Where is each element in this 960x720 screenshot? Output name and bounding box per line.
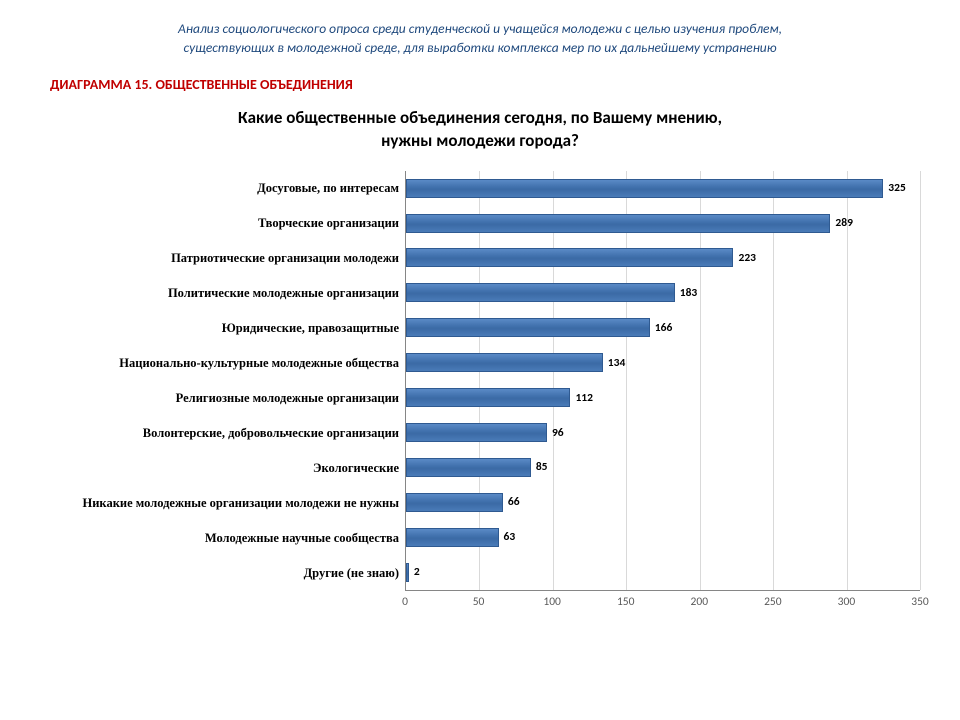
bar-slot: 183: [406, 275, 920, 310]
bar-slot: 223: [406, 241, 920, 276]
bar-value-label: 325: [888, 181, 906, 195]
page-header: Анализ социологического опроса среди сту…: [40, 20, 920, 58]
bar-slot: 289: [406, 206, 920, 241]
x-tick-label: 200: [691, 595, 709, 609]
bar: 66: [406, 493, 503, 512]
category-label: Никакие молодежные организации молодежи …: [50, 486, 405, 521]
bar-slot: 166: [406, 310, 920, 345]
bar: 289: [406, 214, 830, 233]
category-label: Волонтерские, добровольческие организаци…: [50, 416, 405, 451]
bar-slot: 134: [406, 345, 920, 380]
x-tick-label: 50: [473, 595, 485, 609]
bar-value-label: 66: [508, 495, 520, 509]
x-tick-label: 150: [617, 595, 635, 609]
chart-title: Какие общественные объединения сегодня, …: [40, 107, 920, 153]
header-line1: Анализ социологического опроса среди сту…: [178, 20, 782, 37]
x-tick-label: 100: [543, 595, 561, 609]
bar-value-label: 289: [835, 216, 853, 230]
bar-slot: 2: [406, 555, 920, 590]
category-label: Патриотические организации молодежи: [50, 241, 405, 276]
bar-slot: 325: [406, 171, 920, 206]
x-axis: 050100150200250300350: [405, 591, 920, 615]
plot-area: 325 289 223 183 166 134 112 96 85 66 63 2: [405, 171, 920, 591]
category-label: Экологические: [50, 451, 405, 486]
bar-value-label: 112: [575, 391, 593, 405]
bar-slot: 112: [406, 380, 920, 415]
bar-value-label: 63: [504, 530, 516, 544]
bar: 134: [406, 353, 603, 372]
bar-value-label: 223: [738, 251, 756, 265]
bar-value-label: 85: [536, 460, 548, 474]
x-tick-label: 0: [402, 595, 408, 609]
bar-value-label: 96: [552, 426, 564, 440]
category-label: Молодежные научные сообщества: [50, 521, 405, 556]
category-label: Другие (не знаю): [50, 556, 405, 591]
category-label: Политические молодежные организации: [50, 276, 405, 311]
gridline: [920, 171, 921, 590]
bar: 325: [406, 179, 883, 198]
bar-slot: 66: [406, 485, 920, 520]
bar-slot: 85: [406, 450, 920, 485]
chart-title-line1: Какие общественные объединения сегодня, …: [238, 107, 722, 128]
category-label: Юридические, правозащитные: [50, 311, 405, 346]
bar-value-label: 134: [608, 356, 626, 370]
y-axis-labels: Досуговые, по интересамТворческие органи…: [50, 171, 405, 591]
bar-value-label: 2: [414, 565, 420, 579]
bar: 85: [406, 458, 531, 477]
bar: 183: [406, 283, 675, 302]
category-label: Досуговые, по интересам: [50, 171, 405, 206]
bar: 2: [406, 563, 409, 582]
bar: 112: [406, 388, 570, 407]
bars-container: 325 289 223 183 166 134 112 96 85 66 63 2: [406, 171, 920, 590]
x-tick-label: 250: [764, 595, 782, 609]
diagram-label: ДИАГРАММА 15. ОБЩЕСТВЕННЫЕ ОБЪЕДИНЕНИЯ: [40, 76, 920, 93]
x-tick-label: 350: [911, 595, 929, 609]
category-label: Религиозные молодежные организации: [50, 381, 405, 416]
category-label: Творческие организации: [50, 206, 405, 241]
bar-chart: Досуговые, по интересамТворческие органи…: [40, 171, 920, 615]
category-label: Национально-культурные молодежные общест…: [50, 346, 405, 381]
bar: 63: [406, 528, 499, 547]
bar-value-label: 166: [655, 321, 673, 335]
bar: 223: [406, 248, 733, 267]
x-tick-label: 300: [838, 595, 856, 609]
bar: 166: [406, 318, 650, 337]
chart-title-line2: нужны молодежи города?: [381, 130, 579, 151]
bar-value-label: 183: [680, 286, 698, 300]
bar-slot: 96: [406, 415, 920, 450]
bar-slot: 63: [406, 520, 920, 555]
bar: 96: [406, 423, 547, 442]
header-line2: существующих в молодежной среде, для выр…: [184, 39, 777, 56]
